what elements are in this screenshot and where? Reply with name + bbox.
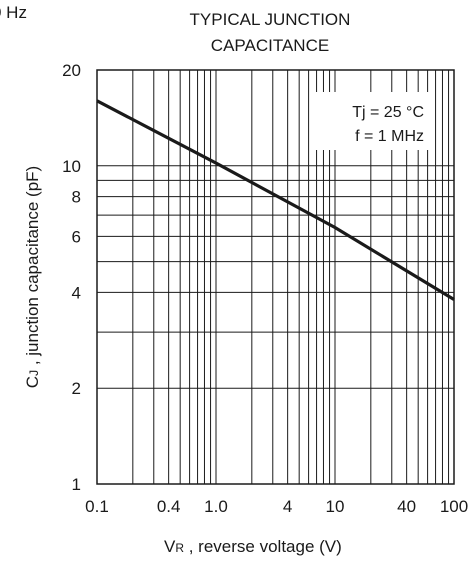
series-layer: [96, 99, 455, 301]
annotation-box: [310, 92, 430, 150]
plot-frame: [96, 69, 455, 485]
y-tick-label: 1: [72, 475, 81, 494]
grid-lines: [97, 70, 454, 484]
x-tick-label: 10: [326, 497, 345, 516]
x-tick-label: 40: [397, 497, 416, 516]
y-tick-label: 4: [72, 283, 81, 302]
annotation-frequency: f = 1 MHz: [355, 128, 424, 145]
x-tick-label: 1.0: [204, 497, 228, 516]
x-tick-label: 100: [440, 497, 468, 516]
corner-fragment: 0 Hz: [0, 3, 27, 22]
x-tick-labels: 0.1 0.4 1.0 4 10 40 100: [85, 497, 468, 516]
y-tick-label: 20: [62, 61, 81, 80]
x-axis-label: VR , reverse voltage (V): [164, 537, 342, 556]
x-tick-label: 0.4: [157, 497, 181, 516]
y-tick-label: 10: [62, 157, 81, 176]
y-tick-labels: 1 2 4 6 8 10 20: [62, 61, 81, 494]
x-tick-label: 4: [283, 497, 292, 516]
capacitance-curve: [96, 99, 455, 301]
chart-title-line-1: TYPICAL JUNCTION: [190, 10, 351, 29]
annotation-temperature: Tj = 25 °C: [352, 104, 424, 121]
y-tick-label: 8: [72, 188, 81, 207]
y-tick-label: 2: [72, 379, 81, 398]
x-tick-label: 0.1: [85, 497, 109, 516]
y-tick-label: 6: [72, 227, 81, 246]
chart-title-line-2: CAPACITANCE: [211, 36, 329, 55]
y-axis-label: CJ , junction capacitance (pF): [23, 166, 42, 388]
